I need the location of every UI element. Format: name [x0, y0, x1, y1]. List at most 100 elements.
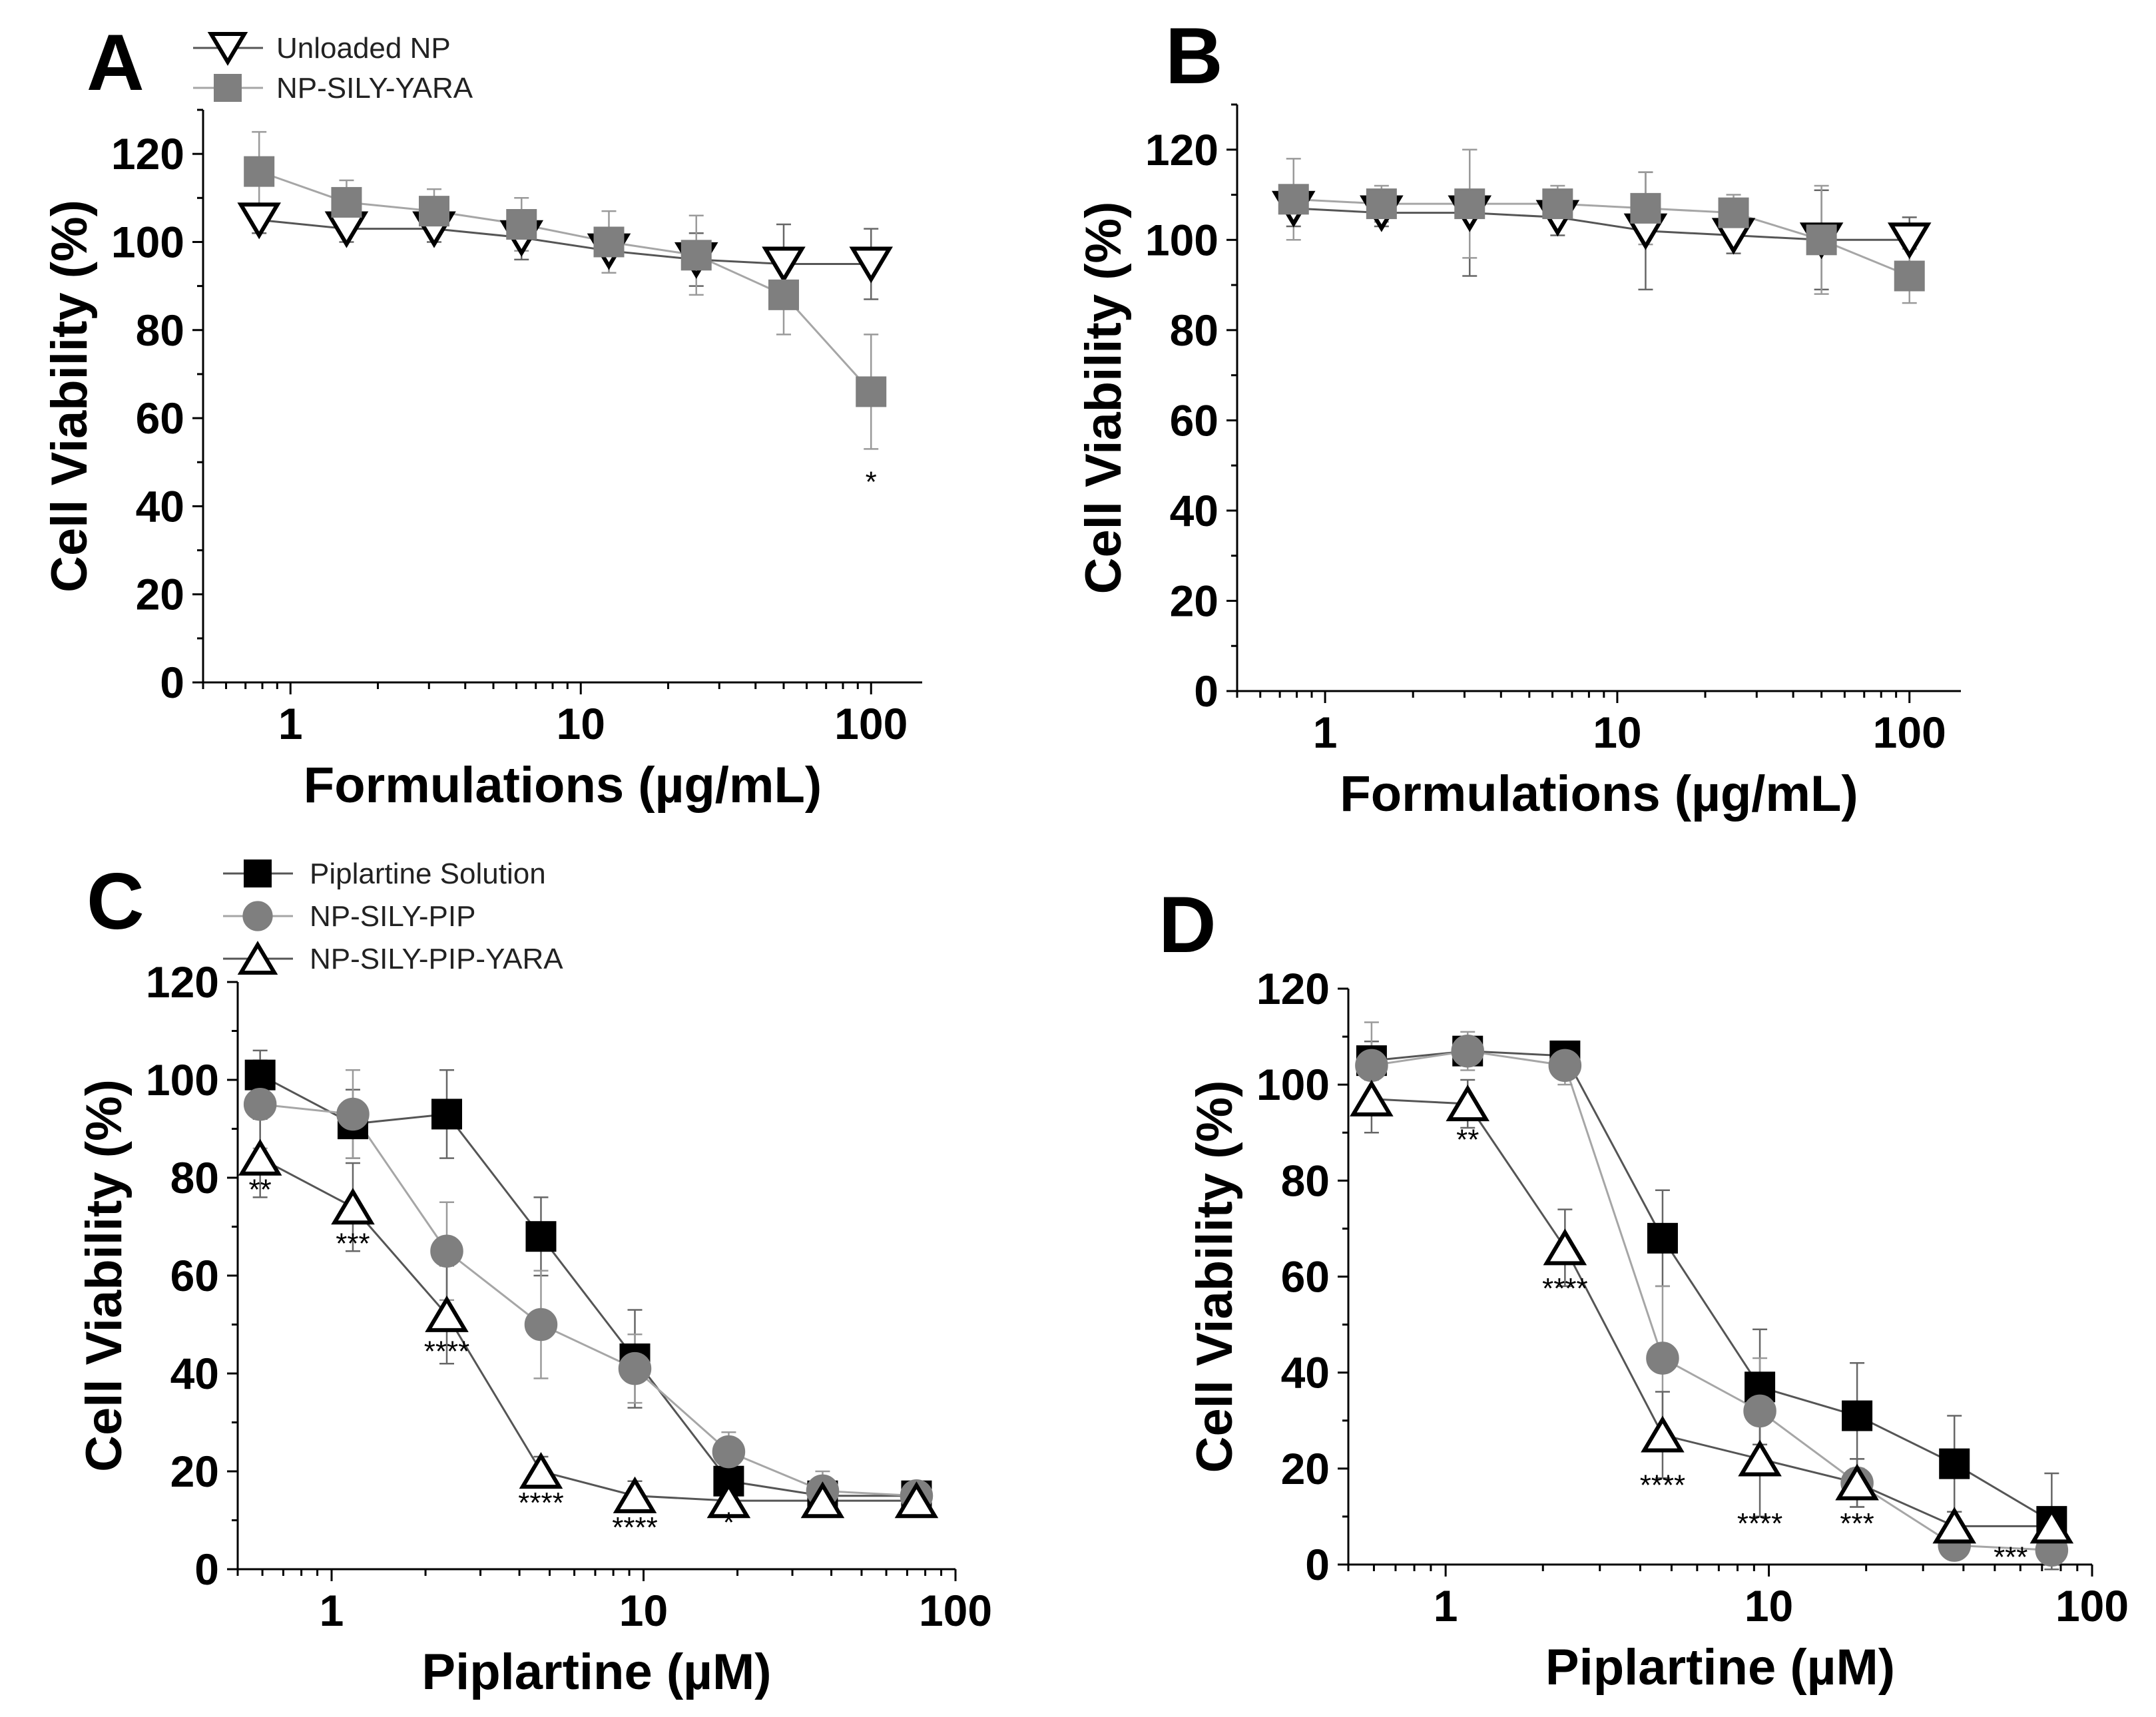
significance-label: ** — [249, 1174, 272, 1206]
data-point — [1835, 1463, 1879, 1501]
data-point — [1446, 1085, 1490, 1122]
y-tick-label: 60 — [1170, 395, 1218, 445]
legend-label: Unloaded NP — [276, 32, 451, 65]
data-point — [613, 1476, 657, 1513]
significance-label: *** — [1994, 1541, 2027, 1574]
y-tick-label: 40 — [170, 1349, 219, 1398]
legend-label: Piplartine Solution — [310, 858, 546, 890]
y-tick-label: 80 — [170, 1153, 219, 1202]
series-line-unloaded-np — [259, 218, 872, 266]
x-tick-label: 100 — [1873, 708, 1946, 757]
data-point — [1543, 1228, 1587, 1266]
legend-marker — [237, 941, 278, 975]
data-point — [331, 1188, 375, 1225]
x-tick-label: 1 — [1313, 708, 1338, 757]
y-tick-label: 60 — [136, 393, 184, 443]
data-point — [238, 1138, 282, 1176]
x-axis-title: Formulations (µg/mL) — [1340, 766, 1858, 822]
series-line-np-sily-pip-yara — [259, 1157, 917, 1502]
data-point — [524, 1308, 558, 1342]
data-point — [525, 1221, 557, 1252]
data-point — [1939, 1448, 1970, 1479]
data-point — [894, 1481, 939, 1519]
data-point — [593, 226, 625, 258]
data-point — [680, 240, 712, 271]
x-tick-label: 10 — [619, 1586, 668, 1635]
x-tick-label: 100 — [2055, 1581, 2129, 1630]
y-tick-label: 120 — [1145, 125, 1218, 174]
x-tick-label: 10 — [557, 699, 605, 748]
y-tick-label: 0 — [194, 1545, 219, 1594]
significance-label: **** — [1640, 1469, 1686, 1501]
data-point — [712, 1435, 746, 1469]
data-point — [1350, 1079, 1394, 1116]
legend-marker — [214, 74, 242, 102]
legend-marker — [207, 32, 248, 66]
data-point — [244, 1059, 276, 1091]
data-point — [1842, 1400, 1873, 1431]
data-point — [1641, 1415, 1685, 1453]
data-point — [431, 1099, 463, 1130]
x-tick-label: 10 — [1593, 708, 1641, 757]
data-point — [856, 376, 887, 407]
y-tick-label: 20 — [1281, 1444, 1330, 1493]
y-tick-label: 0 — [1194, 666, 1218, 716]
series-line-np-sily-pip — [260, 1103, 917, 1497]
data-point — [1454, 188, 1485, 220]
y-tick-label: 20 — [1170, 576, 1218, 625]
y-tick-label: 40 — [1170, 486, 1218, 535]
data-point — [1646, 1342, 1679, 1375]
data-point — [1366, 188, 1397, 220]
y-tick-label: 80 — [1170, 306, 1218, 355]
significance-label: * — [866, 466, 877, 499]
legend-label: NP-SILY-PIP-YARA — [310, 943, 563, 975]
y-tick-label: 80 — [136, 306, 184, 355]
legend-label: NP-SILY-PIP — [310, 900, 475, 933]
y-tick-label: 100 — [111, 217, 184, 266]
y-tick-label: 100 — [1256, 1060, 1330, 1109]
significance-label: **** — [612, 1511, 658, 1544]
data-point — [768, 279, 799, 310]
data-point — [425, 1295, 469, 1332]
x-tick-label: 1 — [320, 1586, 344, 1635]
y-tick-label: 120 — [1256, 964, 1330, 1013]
y-tick-label: 20 — [170, 1447, 219, 1496]
y-tick-label: 0 — [160, 658, 184, 707]
x-tick-label: 1 — [1434, 1581, 1458, 1630]
data-point — [706, 1481, 751, 1519]
data-point — [1630, 192, 1661, 224]
data-point — [1743, 1394, 1776, 1428]
data-point — [244, 156, 275, 187]
data-point — [1542, 188, 1573, 220]
data-point — [800, 1481, 845, 1519]
data-point — [1738, 1439, 1782, 1477]
significance-label: ** — [1456, 1123, 1479, 1156]
series-line-np-sily-pip-yara — [1371, 1098, 2052, 1527]
x-axis-title: Piplartine (µM) — [1545, 1639, 1895, 1696]
data-point — [1647, 1222, 1678, 1254]
legend-marker — [244, 859, 272, 887]
data-point — [1355, 1049, 1388, 1083]
data-point — [1806, 224, 1837, 256]
panel-letter: D — [1159, 880, 1216, 969]
x-tick-label: 10 — [1745, 1581, 1793, 1630]
y-axis-title: Cell Viability (%) — [76, 1079, 133, 1472]
y-tick-label: 100 — [146, 1055, 219, 1104]
y-axis-title: Cell Viability (%) — [1075, 202, 1132, 595]
x-tick-label: 1 — [278, 699, 303, 748]
x-tick-label: 100 — [834, 699, 908, 748]
legend-label: NP-SILY-YARA — [276, 72, 473, 105]
y-tick-label: 20 — [136, 570, 184, 619]
legend-marker — [242, 901, 273, 931]
data-point — [1548, 1049, 1582, 1083]
y-tick-label: 120 — [111, 129, 184, 178]
data-point — [336, 1097, 370, 1131]
significance-label: **** — [1542, 1272, 1588, 1305]
y-tick-label: 100 — [1145, 215, 1218, 264]
data-point — [849, 246, 894, 284]
